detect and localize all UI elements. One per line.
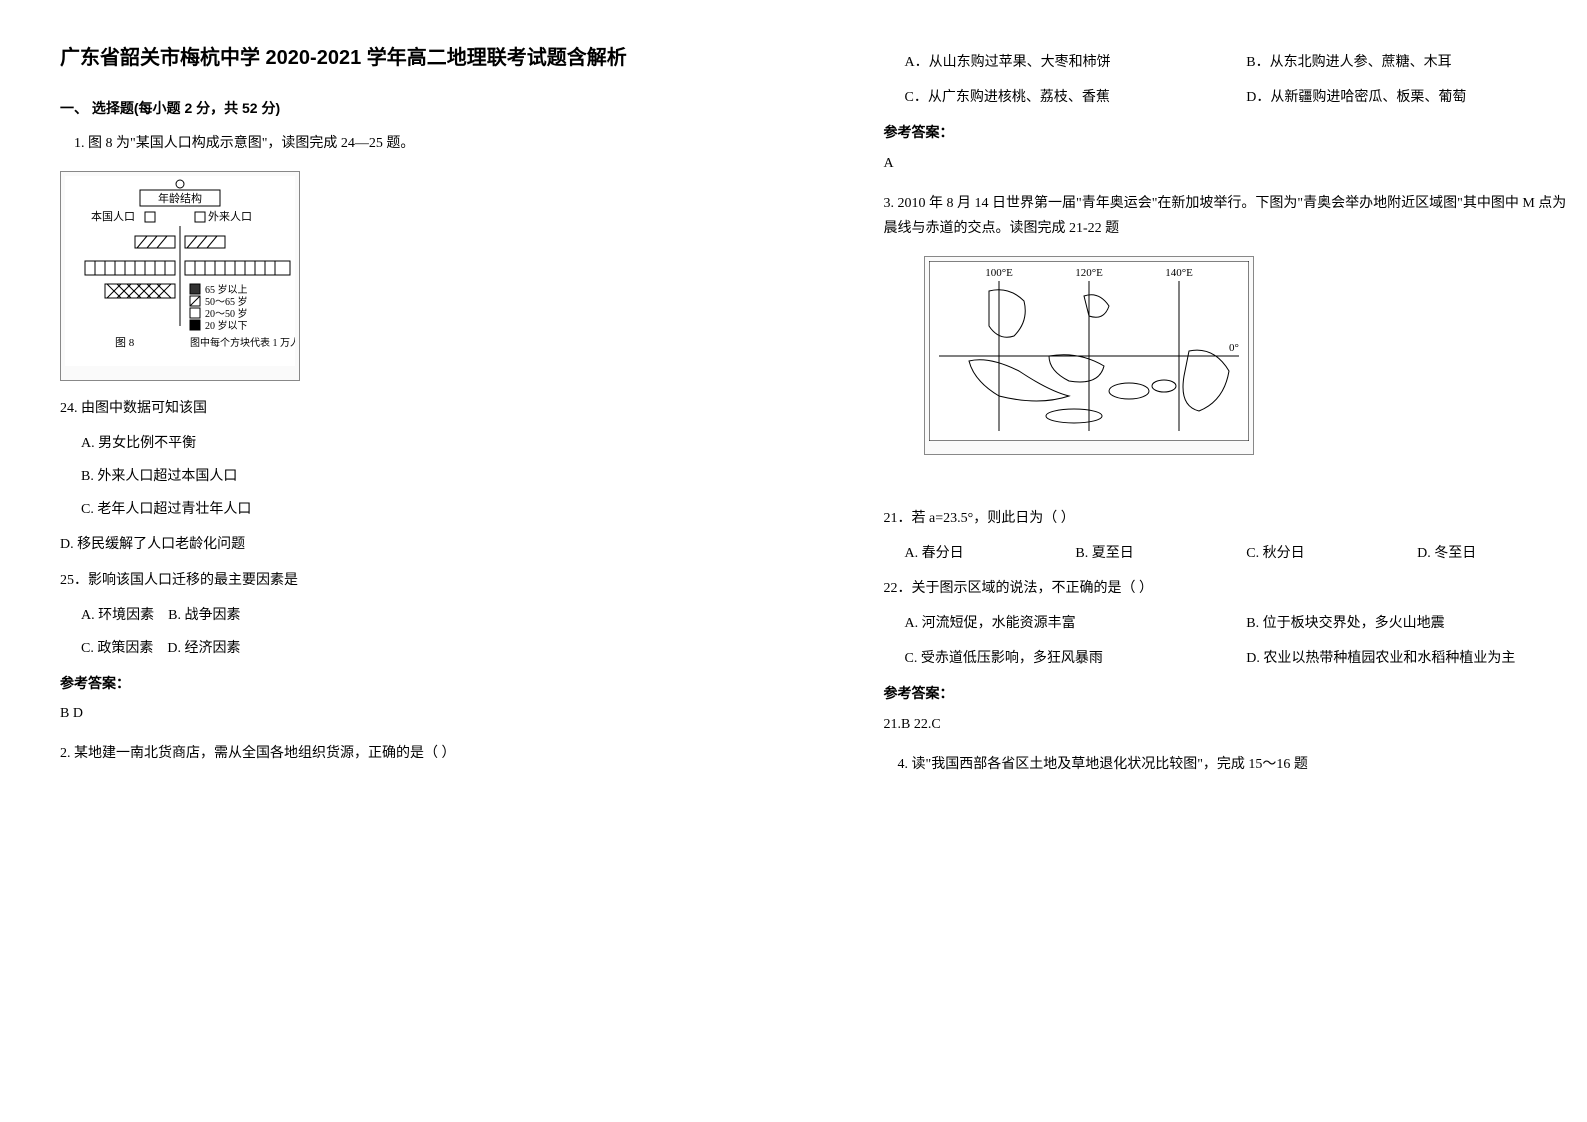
q1-sub25-stem: 25．影响该国人口迁移的最主要因素是 [60, 568, 744, 593]
q2-stem: 2. 某地建一南北货商店，需从全国各地组织货源，正确的是（ ） [60, 741, 744, 766]
q1-sub24-d: D. 移民缓解了人口老龄化问题 [60, 532, 744, 557]
q1-sub24-c: C. 老年人口超过青壮年人口 [81, 497, 744, 522]
q1-sub24-b: B. 外来人口超过本国人口 [81, 464, 744, 489]
q3-answer: 21.B 22.C [884, 712, 1568, 737]
q3-sub22-d: D. 农业以热带种植园农业和水稻种植业为主 [1246, 646, 1567, 671]
map-figure: 100°E 120°E 140°E 0° [924, 256, 1254, 455]
q3-sub21-d: D. 冬至日 [1417, 541, 1567, 566]
q3-sub21-a: A. 春分日 [905, 541, 1055, 566]
right-column: A．从山东购过苹果、大枣和柿饼 B．从东北购进人参、蔗糖、木耳 C．从广东购进核… [844, 40, 1587, 787]
q3-sub22-b: B. 位于板块交界处，多火山地震 [1246, 611, 1567, 636]
fig-right-label: 外来人口 [208, 210, 252, 223]
lat-0: 0° [1229, 342, 1239, 354]
q3-sub22-stem: 22．关于图示区域的说法，不正确的是（ ） [884, 576, 1568, 601]
q1-answer-label: 参考答案： [60, 671, 744, 696]
q1-sub25-a: A. 环境因素 [81, 608, 154, 623]
left-column: 广东省韶关市梅杭中学 2020-2021 学年高二地理联考试题含解析 一、 选择… [20, 40, 784, 787]
q3-answer-label: 参考答案： [884, 681, 1568, 706]
section-1-header: 一、 选择题(每小题 2 分，共 52 分) [60, 96, 744, 121]
q1-sub24-stem: 24. 由图中数据可知该国 [60, 396, 744, 421]
q1-sub25-cd: C. 政策因素 D. 经济因素 [81, 636, 744, 661]
q1-answer: B D [60, 701, 744, 726]
q3-sub22-row1: A. 河流短促，水能资源丰富 B. 位于板块交界处，多火山地震 [884, 611, 1568, 636]
lon-120e: 120°E [1075, 267, 1103, 279]
q1-sub25-ab: A. 环境因素 B. 战争因素 [81, 603, 744, 628]
q3-sub22-c: C. 受赤道低压影响，多狂风暴雨 [905, 646, 1226, 671]
q3-sub22-row2: C. 受赤道低压影响，多狂风暴雨 D. 农业以热带种植园农业和水稻种植业为主 [884, 646, 1568, 671]
population-pyramid-figure: 年龄结构 本国人口 外来人口 [60, 171, 300, 380]
legend-3: 20～50 岁 [205, 307, 248, 320]
legend-4: 20 岁以下 [205, 319, 248, 332]
q2-options-row1: A．从山东购过苹果、大枣和柿饼 B．从东北购进人参、蔗糖、木耳 [884, 50, 1568, 75]
lon-140e: 140°E [1165, 267, 1193, 279]
q2-options-row2: C．从广东购进核桃、荔枝、香蕉 D．从新疆购进哈密瓜、板栗、葡萄 [884, 85, 1568, 110]
q3-sub22-a: A. 河流短促，水能资源丰富 [905, 611, 1226, 636]
q1-sub25-b: B. 战争因素 [168, 608, 240, 623]
q3-figure: 100°E 120°E 140°E 0° [884, 256, 1568, 455]
legend-2: 50～65 岁 [205, 295, 248, 308]
document-title: 广东省韶关市梅杭中学 2020-2021 学年高二地理联考试题含解析 [60, 40, 744, 76]
q3-stem: 3. 2010 年 8 月 14 日世界第一届"青年奥运会"在新加坡举行。下图为… [884, 191, 1568, 241]
q3-sub21-c: C. 秋分日 [1246, 541, 1396, 566]
q2-answer: A [884, 151, 1568, 176]
exam-page: 广东省韶关市梅杭中学 2020-2021 学年高二地理联考试题含解析 一、 选择… [20, 40, 1587, 787]
legend-1: 65 岁以上 [205, 283, 248, 296]
q2-answer-label: 参考答案： [884, 120, 1568, 145]
fig-title: 年龄结构 [158, 191, 202, 205]
q1-sub24-a: A. 男女比例不平衡 [81, 431, 744, 456]
fig-note: 图中每个方块代表 1 万人 [190, 336, 295, 349]
fig-left-label: 本国人口 [91, 209, 135, 223]
q2-c: C．从广东购进核桃、荔枝、香蕉 [905, 85, 1226, 110]
q3-sub21-b: B. 夏至日 [1075, 541, 1225, 566]
fig-caption: 图 8 [115, 336, 135, 349]
q1-sub25-d: D. 经济因素 [167, 641, 240, 656]
q4-stem: 4. 读"我国西部各省区土地及草地退化状况比较图"，完成 15～16 题 [884, 752, 1568, 777]
lon-100e: 100°E [985, 267, 1013, 279]
q1-stem: 1. 图 8 为"某国人口构成示意图"，读图完成 24—25 题。 [60, 131, 744, 156]
q1-sub25-c: C. 政策因素 [81, 641, 153, 656]
q2-b: B．从东北购进人参、蔗糖、木耳 [1246, 50, 1567, 75]
q3-sub21-options: A. 春分日 B. 夏至日 C. 秋分日 D. 冬至日 [884, 541, 1568, 566]
q1-figure: 年龄结构 本国人口 外来人口 [60, 171, 744, 380]
q3-sub21-stem: 21．若 a=23.5°，则此日为（ ） [884, 506, 1568, 531]
q2-a: A．从山东购过苹果、大枣和柿饼 [905, 50, 1226, 75]
q2-d: D．从新疆购进哈密瓜、板栗、葡萄 [1246, 85, 1567, 110]
